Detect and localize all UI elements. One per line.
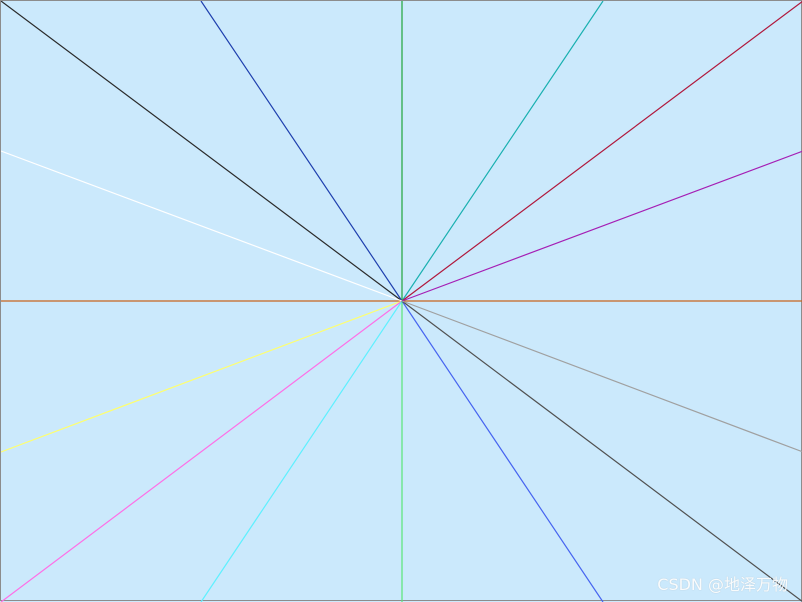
ray-white-upper-left — [1, 151, 402, 301]
ray-navy-upper-left — [201, 1, 402, 301]
ray-darkgray-lower-right — [402, 301, 802, 602]
ray-purple-upper-right — [402, 151, 802, 301]
ray-teal-upper-right — [402, 1, 603, 301]
ray-pink-lower-left — [1, 301, 402, 602]
watermark-text: CSDN @地泽万物 — [657, 571, 788, 595]
ray-cyan-lower-left — [201, 301, 402, 602]
ray-blue-lower-right — [402, 301, 603, 602]
ray-gray-lower-right — [402, 301, 802, 452]
ray-black-upper-left — [1, 1, 402, 301]
ray-yellow-lower-left — [1, 301, 402, 452]
ray-darkred-upper-right — [402, 1, 802, 301]
